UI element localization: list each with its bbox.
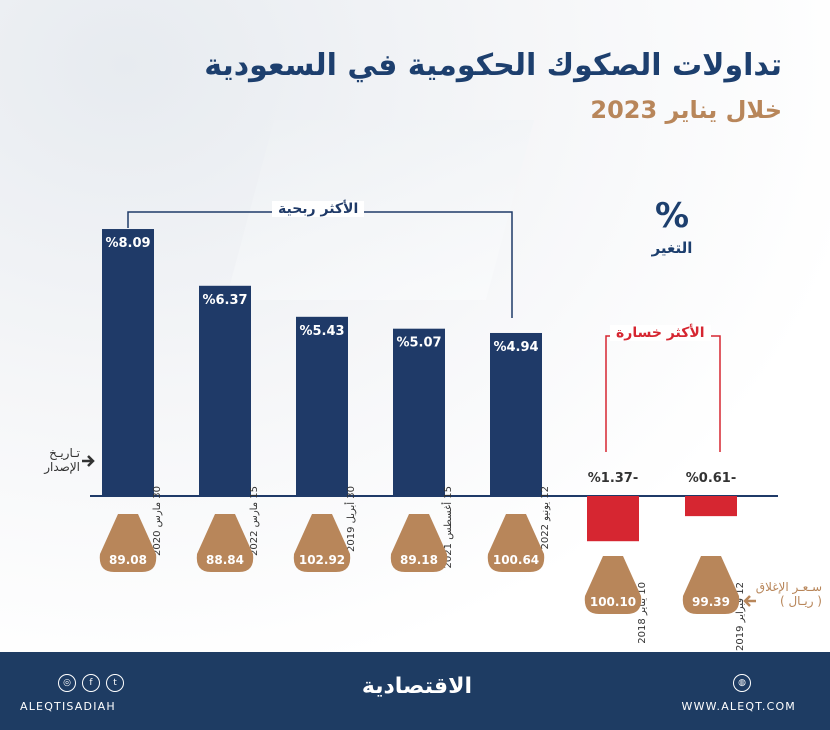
price-tag-3 xyxy=(293,514,351,572)
bar-1 xyxy=(102,229,154,496)
chart-title: تداولات الصكوك الحكومية في السعودية xyxy=(204,48,782,83)
closing-price-value-7: 99.39 xyxy=(692,595,730,609)
issue-date-label-3: 30 أبريل 2019 xyxy=(344,486,357,552)
twitter-icon[interactable]: t xyxy=(106,674,124,692)
issue-date-label-6: 10 يناير 2018 xyxy=(637,582,648,644)
closing-price-value-3: 102.92 xyxy=(299,553,345,567)
facebook-icon[interactable]: f xyxy=(82,674,100,692)
issue-date-label: تـاريـخ الإصدار xyxy=(44,446,80,474)
closing-price-value-4: 89.18 xyxy=(400,553,438,567)
bar-value-label-3: %5.43 xyxy=(299,324,344,339)
price-tag-7 xyxy=(682,556,740,614)
bar-value-label-6: %1.37- xyxy=(588,471,639,486)
bar-value-label-4: %5.07 xyxy=(396,336,441,351)
closing-price-label: سـعـر الإغلاق xyxy=(755,580,822,594)
bar-3 xyxy=(296,316,348,496)
price-tag-5 xyxy=(487,514,545,572)
closing-price-value-6: 100.10 xyxy=(590,595,636,609)
bar-7 xyxy=(685,496,737,517)
footer: ◎ f t ALEQTISADIAH الاقتصادية ◍ WWW.ALEQ… xyxy=(0,652,830,730)
losers-bracket xyxy=(605,335,721,452)
issue-date-label-2: 15 مارس 2022 xyxy=(249,486,260,556)
issue-date-label-4: 15 أغسطس 2021 xyxy=(441,486,454,568)
issue-date-label-7: 12 فبراير 2019 xyxy=(735,582,746,651)
bar-2 xyxy=(199,285,251,496)
bar-4 xyxy=(393,328,445,496)
gainers-label: الأكثر ربحية xyxy=(272,201,365,217)
closing-price-value-5: 100.64 xyxy=(493,553,539,567)
bar-value-label-5: %4.94 xyxy=(493,340,538,355)
closing-price-value-2: 88.84 xyxy=(206,553,244,567)
chart-subtitle: خلال يناير 2023 xyxy=(590,96,782,124)
bar-6 xyxy=(587,496,639,542)
brand-logo: الاقتصادية xyxy=(361,674,472,699)
bar-value-label-7: %0.61- xyxy=(686,471,737,486)
bar-value-label-1: %8.09 xyxy=(105,236,150,251)
instagram-icon[interactable]: ◎ xyxy=(58,674,76,692)
bar-5 xyxy=(490,332,542,496)
issue-date-marker: تـاريـخ الإصدار xyxy=(28,446,80,474)
closing-price-marker: سـعـر الإغلاق ( ريـال ) xyxy=(752,580,822,608)
closing-price-arrow-icon xyxy=(743,595,756,607)
website-link[interactable]: WWW.ALEQT.COM xyxy=(681,700,796,713)
bar-value-label-2: %6.37 xyxy=(202,293,247,308)
price-tag-1 xyxy=(99,514,157,572)
globe-icon[interactable]: ◍ xyxy=(733,674,751,692)
gainers-bracket xyxy=(127,211,513,318)
issue-date-label-5: 12 يونيو 2022 xyxy=(540,486,551,549)
percent-symbol: % xyxy=(654,196,690,236)
issue-date-arrow-icon xyxy=(82,455,95,467)
social-handle[interactable]: ALEQTISADIAH xyxy=(20,700,116,713)
losers-label: الأكثر خسارة xyxy=(610,325,711,341)
bar-chart: %8.09 30 مارس 2020 89.08 %6.37 15 مارس 2022 8… xyxy=(82,211,778,651)
closing-price-unit: ( ريـال ) xyxy=(779,594,822,608)
price-tag-4 xyxy=(390,514,448,572)
issue-date-label-1: 30 مارس 2020 xyxy=(152,486,163,556)
price-tag-2 xyxy=(196,514,254,572)
price-tag-6 xyxy=(584,556,642,614)
percent-label: التغير xyxy=(651,239,693,257)
closing-price-value-1: 89.08 xyxy=(109,553,147,567)
